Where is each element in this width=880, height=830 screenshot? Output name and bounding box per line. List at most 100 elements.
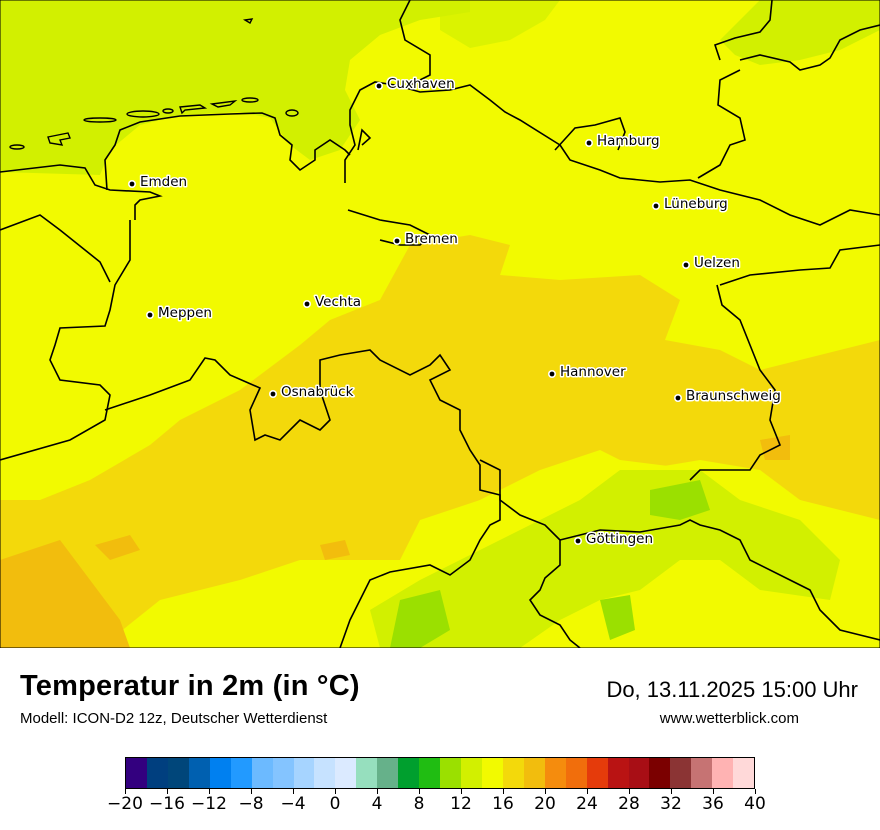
island-langeoog bbox=[162, 108, 174, 114]
coastline-north bbox=[399, 0, 431, 86]
border-bremen bbox=[347, 209, 432, 246]
coastline-baltic bbox=[739, 24, 880, 71]
city-label: Uelzen bbox=[694, 255, 740, 271]
city-hamburg: Hamburg bbox=[585, 132, 661, 151]
city-uelzen: Uelzen bbox=[682, 254, 741, 273]
colorbar-tick-label: −12 bbox=[191, 794, 227, 814]
colorbar-tick bbox=[460, 789, 462, 794]
city-label: Hannover bbox=[560, 364, 626, 380]
colorbar-segment bbox=[188, 758, 210, 788]
colorbar-segment bbox=[565, 758, 587, 788]
city-bremen: Bremen bbox=[393, 230, 459, 249]
colorbar-tick bbox=[628, 789, 630, 794]
coastline-east bbox=[713, 0, 773, 61]
city-label: Vechta bbox=[315, 294, 361, 310]
colorbar-tick-label: 12 bbox=[450, 794, 472, 814]
colorbar-tick bbox=[712, 789, 714, 794]
field-spot-18-20b bbox=[320, 540, 350, 560]
city-dot-icon bbox=[147, 312, 153, 318]
colorbar-segment bbox=[146, 758, 168, 788]
border-sh bbox=[697, 69, 746, 179]
city-meppen: Meppen bbox=[146, 304, 213, 323]
city-dot-icon bbox=[270, 391, 276, 397]
city-label: Göttingen bbox=[586, 531, 653, 547]
colorbar-segment bbox=[461, 758, 482, 788]
colorbar-tick bbox=[166, 789, 168, 794]
colorbar-segment bbox=[440, 758, 461, 788]
colorbar-ticks: −20 −16 −12 −8 −4 0 4 8 12 16 20 24 28 32 36 40 bbox=[107, 789, 766, 829]
colorbar-segment bbox=[251, 758, 273, 788]
colorbar-segment bbox=[670, 758, 692, 788]
city-emden: Emden bbox=[128, 173, 189, 192]
field-south-10-12 bbox=[600, 595, 635, 640]
field-solling-10-12 bbox=[390, 590, 450, 648]
city-osnabrück: Osnabrück bbox=[269, 383, 355, 402]
colorbar-segment bbox=[628, 758, 650, 788]
city-label: Bremen bbox=[405, 231, 458, 247]
temperature-colorbar bbox=[125, 757, 755, 789]
island-helgoland bbox=[242, 18, 254, 24]
colorbar-segment bbox=[398, 758, 420, 788]
colorbar-segment bbox=[209, 758, 231, 788]
city-dot-icon bbox=[653, 203, 659, 209]
city-dot-icon bbox=[129, 181, 135, 187]
colorbar-tick bbox=[124, 789, 126, 794]
city-label: Braunschweig bbox=[686, 388, 781, 404]
city-markers: Cuxhaven Hamburg Emden Lüneburg Bremen Uelzen… bbox=[128, 75, 782, 549]
city-label: Meppen bbox=[158, 305, 212, 321]
colorbar-tick-label: 24 bbox=[576, 794, 598, 814]
colorbar-segment bbox=[607, 758, 629, 788]
island-wangerooge bbox=[209, 99, 238, 108]
colorbar-tick-label: 16 bbox=[492, 794, 514, 814]
colorbar-segment bbox=[502, 758, 524, 788]
city-dot-icon bbox=[683, 262, 689, 268]
colorbar-segment bbox=[712, 758, 734, 788]
field-south-12-14 bbox=[370, 470, 840, 648]
field-sea-12-14 bbox=[0, 0, 470, 175]
city-dot-icon bbox=[675, 395, 681, 401]
colorbar-tick-label: 8 bbox=[413, 794, 425, 814]
field-elbe-mouth-12-14 bbox=[440, 0, 560, 48]
island-norderney bbox=[83, 117, 117, 123]
colorbar-tick-label: 28 bbox=[618, 794, 640, 814]
city-hannover: Hannover bbox=[548, 363, 628, 382]
colorbar-segment bbox=[586, 758, 608, 788]
colorbar-segment bbox=[314, 758, 336, 788]
colorbar-tick bbox=[292, 789, 294, 794]
colorbar-tick-label: −20 bbox=[107, 794, 143, 814]
colorbar-tick-label: 4 bbox=[371, 794, 383, 814]
colorbar-segment bbox=[523, 758, 545, 788]
city-dot-icon bbox=[304, 301, 310, 307]
city-dot-icon bbox=[575, 538, 581, 544]
colorbar-tick-label: 20 bbox=[534, 794, 556, 814]
colorbar-tick-label: 40 bbox=[744, 794, 766, 814]
colorbar-segment bbox=[481, 758, 503, 788]
forecast-datetime: Do, 13.11.2025 15:00 Uhr bbox=[606, 677, 858, 702]
border-northeast bbox=[719, 244, 880, 286]
coastline-ems bbox=[0, 164, 163, 220]
borders bbox=[0, 0, 880, 648]
island-minsener bbox=[241, 97, 259, 103]
colorbar-segment bbox=[126, 758, 147, 788]
colorbar-tick bbox=[544, 789, 546, 794]
colorbar-tick bbox=[334, 789, 336, 794]
border-elbe-east bbox=[559, 144, 880, 226]
border-nl-north bbox=[0, 214, 111, 283]
colorbar-segment bbox=[377, 758, 399, 788]
island-mellum bbox=[285, 109, 299, 117]
website-link[interactable]: www.wetterblick.com bbox=[659, 710, 799, 727]
map-canvas: Cuxhaven Hamburg Emden Lüneburg Bremen Uelzen… bbox=[0, 0, 880, 648]
island-borkum bbox=[9, 144, 25, 150]
city-dot-icon bbox=[376, 83, 382, 89]
colorbar-segment bbox=[733, 758, 755, 788]
colorbar-tick-label: 32 bbox=[660, 794, 682, 814]
field-sw-18-20 bbox=[0, 540, 130, 648]
coastline-elbe bbox=[344, 81, 561, 183]
city-cuxhaven: Cuxhaven bbox=[375, 75, 456, 94]
city-vechta: Vechta bbox=[303, 293, 363, 312]
city-label: Cuxhaven bbox=[387, 76, 455, 92]
island-baltrum bbox=[126, 110, 160, 118]
border-hamburg bbox=[554, 117, 626, 151]
city-dot-icon bbox=[586, 140, 592, 146]
colorbar-tick bbox=[502, 789, 504, 794]
